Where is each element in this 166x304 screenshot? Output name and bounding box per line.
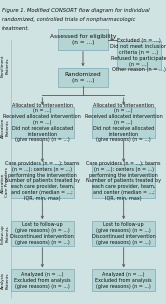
Text: treatment.: treatment. xyxy=(2,26,30,31)
Text: Analysis
Patients: Analysis Patients xyxy=(1,272,9,289)
Text: Lost to follow-up
(give reasons) (n = ...)
Discontinued intervention
(give reaso: Lost to follow-up (give reasons) (n = ..… xyxy=(92,222,156,245)
Text: Allocated to intervention
(n = ...)
Received allocated intervention
(n = ...)
Di: Allocated to intervention (n = ...) Rece… xyxy=(85,103,163,142)
Text: Allocated to intervention
(n = ...)
Received allocated intervention
(n = ...)
Di: Allocated to intervention (n = ...) Rece… xyxy=(3,103,81,142)
Text: Excluded (n = ...)
Did not meet inclusion
criteria (n = ...)
Refused to particip: Excluded (n = ...) Did not meet inclusio… xyxy=(110,38,166,72)
FancyBboxPatch shape xyxy=(92,270,155,291)
FancyBboxPatch shape xyxy=(92,164,155,198)
FancyBboxPatch shape xyxy=(11,164,74,198)
FancyBboxPatch shape xyxy=(92,221,155,246)
FancyBboxPatch shape xyxy=(58,68,108,87)
Text: Figure 1. Modified CONSORT flow diagram for individual: Figure 1. Modified CONSORT flow diagram … xyxy=(2,8,149,12)
FancyBboxPatch shape xyxy=(11,107,74,138)
Text: Lost to follow-up
(give reasons) (n = ...)
Discontinued intervention
(give reaso: Lost to follow-up (give reasons) (n = ..… xyxy=(10,222,74,245)
Text: Allocation
Patients: Allocation Patients xyxy=(1,118,9,138)
Text: Analyzed (n = ...)
Excluded from analysis
(give reasons) (n = ...): Analyzed (n = ...) Excluded from analysi… xyxy=(14,272,71,288)
Text: Allocation
Care Providers: Allocation Care Providers xyxy=(1,168,9,197)
Text: Analyzed (n = ...)
Excluded from analysis
(give reasons) (n = ...): Analyzed (n = ...) Excluded from analysi… xyxy=(95,272,152,288)
Text: Assessed for eligibility
(n = ...): Assessed for eligibility (n = ...) xyxy=(50,34,116,45)
FancyBboxPatch shape xyxy=(58,29,108,50)
FancyBboxPatch shape xyxy=(11,270,74,291)
FancyBboxPatch shape xyxy=(117,42,161,69)
Text: Care providers (n = ...); teams
(n = ...); centers (n = ...)
performing the inte: Care providers (n = ...); teams (n = ...… xyxy=(86,161,161,201)
Text: Enrollment
Patients: Enrollment Patients xyxy=(1,54,9,77)
FancyBboxPatch shape xyxy=(11,221,74,246)
Text: Care providers (n = ...); teams
(n = ...); centers (n = ...)
performing the inte: Care providers (n = ...); teams (n = ...… xyxy=(5,161,80,201)
Text: randomized, controlled trials of nonpharmacologic: randomized, controlled trials of nonphar… xyxy=(2,17,135,22)
FancyBboxPatch shape xyxy=(92,107,155,138)
Text: Follow-up
Patients: Follow-up Patients xyxy=(1,224,9,244)
Text: Randomized
(n = ...): Randomized (n = ...) xyxy=(65,72,101,83)
